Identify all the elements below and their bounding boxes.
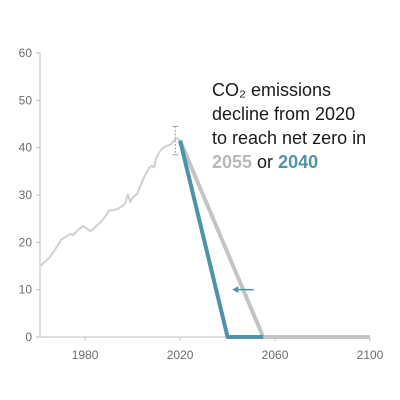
y-tick-label: 40 <box>19 141 33 155</box>
y-tick-label: 0 <box>25 330 32 344</box>
x-tick-label: 2020 <box>167 348 194 362</box>
annotation-line-2: decline from 2020 <box>212 104 355 124</box>
series-line-fast <box>178 140 264 339</box>
y-tick-label: 20 <box>19 235 33 249</box>
annotation-connector: or <box>252 152 278 172</box>
series-line-historical <box>39 137 181 267</box>
x-tick-label: 1980 <box>72 348 99 362</box>
series-layer <box>39 137 370 339</box>
annotation-line-3: to reach net zero in <box>212 128 366 148</box>
y-tick-label: 10 <box>19 283 33 297</box>
arrow-head-icon <box>232 286 239 294</box>
y-axis: 0 10 20 30 40 50 60 <box>19 46 41 344</box>
annotation-line-1: CO₂ emissions <box>212 80 331 100</box>
x-tick-label: 2100 <box>357 348 384 362</box>
annotation-line-4: 2055 or 2040 <box>212 152 318 172</box>
annotation-year-2055: 2055 <box>212 152 252 172</box>
annotation-year-2040: 2040 <box>278 152 318 172</box>
y-tick-label: 50 <box>19 93 33 107</box>
y-tick-label: 30 <box>19 188 33 202</box>
y-tick-label: 60 <box>19 46 33 60</box>
overlay-layer <box>172 125 254 294</box>
x-tick-label: 2060 <box>262 348 289 362</box>
x-axis: 1980 2020 2060 2100 <box>40 336 384 362</box>
